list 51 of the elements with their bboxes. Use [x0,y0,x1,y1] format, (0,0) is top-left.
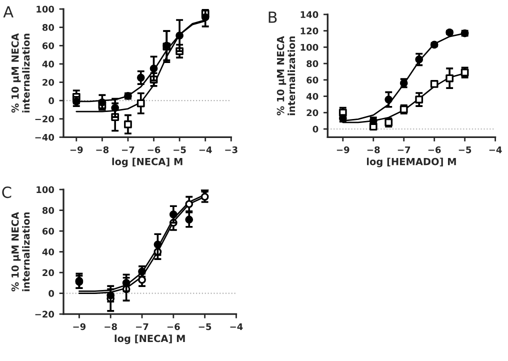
y-tick-label: 80 [42,24,54,31]
x-tick-label: −7 [398,146,410,154]
y-tick-label: 120 [300,28,318,34]
x-tick-label: −7 [136,323,148,330]
x-tick-label: −4 [489,146,502,154]
chart-title: C [2,186,12,198]
x-axis-title: log [NECA] M [112,158,182,168]
x-tick-label: −7 [122,146,134,154]
x-tick-label: −5 [198,323,212,330]
y-tick-label: 100 [36,186,54,194]
y-tick-label: 40 [42,248,54,256]
y-tick-label: 60 [42,228,54,235]
y-tick-label: 100 [36,6,54,13]
x-tick-label: −9 [73,323,86,330]
x-tick-label: −5 [458,146,472,154]
y-tick-label: 60 [306,76,318,84]
y-tick-label: 0 [48,290,54,297]
y-tick-label: 20 [42,78,54,86]
y-tick-label: −20 [35,116,54,122]
chart-title: B [268,12,277,23]
y-tick-label: 40 [42,60,54,68]
y-tick-label: 80 [42,207,54,214]
y-tick-label: 140 [300,11,318,18]
y-tick-label: 20 [42,269,54,276]
x-tick-label: −6 [148,146,160,154]
y-axis-title: % 10 μM NECA internalization [276,36,296,116]
x-tick-label: −4 [199,146,212,154]
x-tick-label: −9 [336,146,350,154]
y-tick-label: −20 [35,310,54,318]
x-tick-label: −4 [230,323,243,330]
y-tick-label: 60 [42,42,54,50]
x-tick-label: −6 [167,323,180,330]
y-tick-label: 40 [306,92,318,100]
y-tick-label: 20 [306,109,318,116]
chart-title: A [3,6,14,18]
y-tick-label: −40 [35,134,54,141]
y-tick-label: 0 [312,126,318,133]
x-axis-title: log [HEMADO] M [366,158,456,168]
x-tick-label: −8 [104,323,117,330]
y-axis-title: % 10 μM NECA internalization [11,33,30,113]
x-tick-label: −5 [174,146,186,154]
y-tick-label: 80 [306,60,318,68]
y-axis-title: % 10 μM NECA internalization [11,212,30,292]
x-tick-label: −3 [225,146,238,154]
x-tick-label: −8 [367,146,380,154]
y-tick-label: 100 [300,44,318,51]
x-tick-label: −6 [428,146,441,154]
x-tick-label: −9 [70,146,83,154]
y-tick-label: 0 [48,97,54,104]
x-axis-title: log [NECA] M [114,334,185,344]
x-tick-label: −8 [96,146,109,154]
